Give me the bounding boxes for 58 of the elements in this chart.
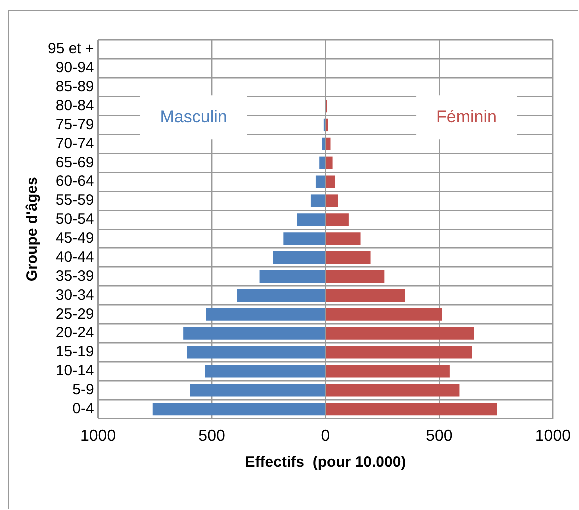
bar <box>320 156 326 170</box>
y-tick-label: 95 et + <box>48 40 95 58</box>
y-tick-label: 15-19 <box>56 344 94 361</box>
y-tick-label: 5-9 <box>72 382 94 399</box>
bar <box>297 214 326 226</box>
y-tick-label: 0-4 <box>72 400 94 418</box>
text: Masculin <box>160 107 228 126</box>
y-tick-label: 85-89 <box>56 78 94 96</box>
bar <box>326 346 472 359</box>
bar <box>326 176 336 188</box>
y-tick-label: 35-39 <box>56 268 94 285</box>
bar <box>326 289 406 302</box>
x-tick-label: 500 <box>426 428 453 445</box>
x-tick-label: 0 <box>321 428 330 445</box>
x-tick-label: 500 <box>198 428 226 445</box>
bar <box>316 176 326 188</box>
bar <box>187 346 326 359</box>
bar <box>206 308 326 321</box>
y-tick-label: 75-79 <box>56 116 94 134</box>
bar <box>152 403 326 416</box>
bar <box>326 232 361 246</box>
y-tick-label: 65-69 <box>56 154 94 172</box>
y-tick-label: 90-94 <box>56 60 94 77</box>
y-tick-label: 45-49 <box>56 230 94 248</box>
x-axis-title: Effectifs (pour 10.000) <box>245 454 406 472</box>
y-tick-label: 25-29 <box>56 306 94 323</box>
bar <box>190 384 326 397</box>
bar <box>273 252 326 264</box>
bar <box>326 403 498 416</box>
bar <box>284 232 326 246</box>
bar <box>326 384 460 397</box>
bar <box>237 289 326 302</box>
y-tick-label: 80-84 <box>56 97 94 114</box>
y-tick-label: 20-24 <box>56 324 94 342</box>
y-tick-label: 55-59 <box>56 192 94 210</box>
y-tick-label: 30-34 <box>56 286 94 304</box>
bar <box>326 138 331 150</box>
y-tick-label: 10-14 <box>56 362 94 380</box>
bar <box>326 214 349 226</box>
bar <box>184 327 326 340</box>
bar <box>326 194 338 208</box>
text: Féminin <box>436 107 498 126</box>
bar <box>260 270 326 284</box>
bar <box>205 365 326 378</box>
y-tick-label: 40-44 <box>56 248 94 266</box>
x-tick-label: 1000 <box>535 428 572 445</box>
y-tick-label: 60-64 <box>56 173 94 190</box>
bar <box>326 156 333 170</box>
bar <box>326 365 450 378</box>
bar <box>310 194 326 208</box>
y-tick-label: 70-74 <box>56 135 94 152</box>
bar <box>326 308 442 321</box>
bar <box>326 252 371 264</box>
y-axis-title: Groupe d'âges <box>24 177 42 282</box>
bar <box>326 327 474 340</box>
y-tick-label: 50-54 <box>56 211 94 228</box>
x-tick-label: 1000 <box>80 428 116 445</box>
bar <box>326 270 385 284</box>
